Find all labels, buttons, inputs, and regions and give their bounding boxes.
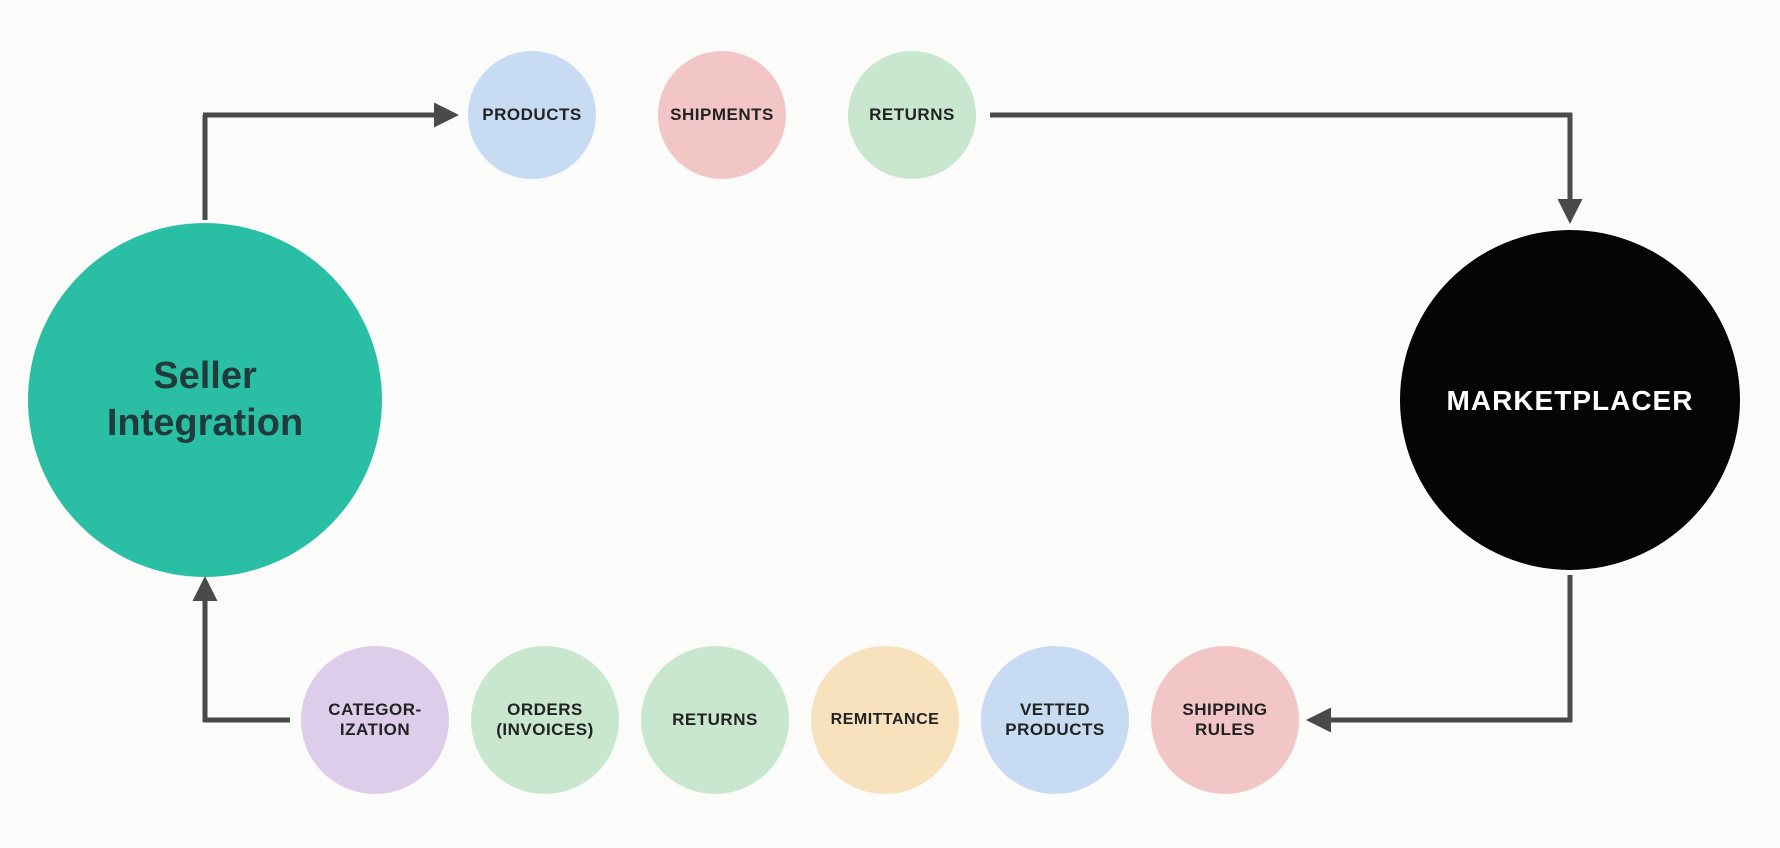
node-products-label: PRODUCTS: [482, 105, 581, 125]
node-returns-bottom: RETURNS: [641, 646, 789, 794]
node-shipping-rules-label: SHIPPINGRULES: [1182, 700, 1267, 741]
node-returns-top: RETURNS: [848, 51, 976, 179]
node-vetted-products: VETTEDPRODUCTS: [981, 646, 1129, 794]
node-remittance: REMITTANCE: [811, 646, 959, 794]
node-shipments-label: SHIPMENTS: [670, 105, 774, 125]
node-shipments: SHIPMENTS: [658, 51, 786, 179]
node-returns-bottom-label: RETURNS: [672, 710, 758, 730]
node-categorization-label: CATEGOR-IZATION: [328, 700, 421, 741]
node-orders: ORDERS(INVOICES): [471, 646, 619, 794]
node-remittance-label: REMITTANCE: [831, 710, 940, 729]
node-orders-label: ORDERS(INVOICES): [496, 700, 594, 741]
node-seller-integration: SellerIntegration: [28, 223, 382, 577]
node-vetted-products-label: VETTEDPRODUCTS: [1005, 700, 1104, 741]
node-returns-top-label: RETURNS: [869, 105, 955, 125]
node-marketplacer: MARKETPLACER: [1400, 230, 1740, 570]
node-categorization: CATEGOR-IZATION: [301, 646, 449, 794]
node-products: PRODUCTS: [468, 51, 596, 179]
node-shipping-rules: SHIPPINGRULES: [1151, 646, 1299, 794]
node-seller-label: SellerIntegration: [107, 353, 303, 448]
diagram-canvas: SellerIntegration MARKETPLACER PRODUCTS …: [0, 0, 1780, 848]
node-marketplacer-label: MARKETPLACER: [1447, 383, 1694, 418]
